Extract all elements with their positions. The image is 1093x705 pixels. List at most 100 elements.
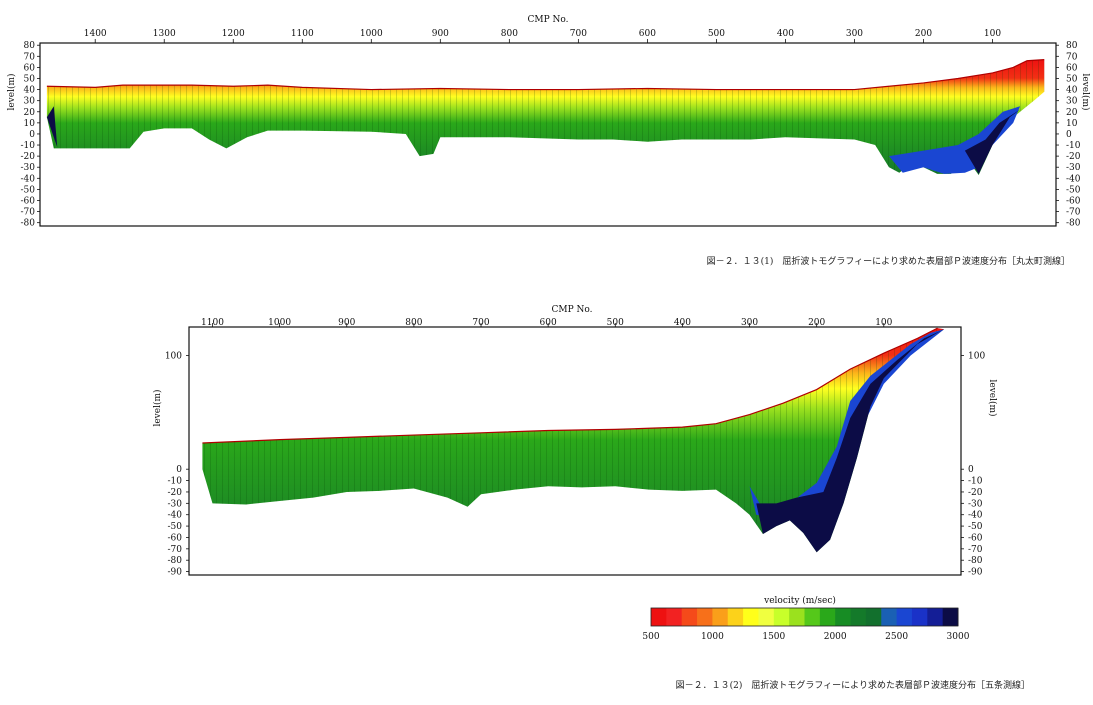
y-tick-label-right: -20: [968, 488, 983, 498]
x-tick-label: 600: [639, 29, 656, 39]
colorbar-title: velocity (m/sec): [763, 595, 836, 606]
y-tick-label-right: -50: [1066, 185, 1081, 195]
y-tick-label-right: -10: [1066, 141, 1081, 151]
panel-2-ylabel-left: level(m): [152, 389, 163, 426]
x-tick-label: 1200: [222, 29, 245, 39]
x-tick-label: 500: [708, 29, 725, 39]
y-tick-label-right: -70: [1066, 208, 1081, 218]
x-tick-label: 500: [607, 318, 624, 328]
colorbar-tick-label: 1000: [701, 632, 724, 642]
colorbar-cell: [850, 608, 867, 626]
x-tick-label: 200: [915, 29, 932, 39]
panel-2-xlabel: CMP No.: [551, 305, 592, 315]
colorbar-cell: [773, 608, 790, 626]
panel-1-x-ticks: 1400 1300 1200 1100 1000 900 800 700 600 500 400 30…: [84, 29, 1001, 43]
velocity-texture: [46, 59, 1045, 175]
high-velocity-zone: [756, 329, 945, 553]
colorbar-tick-label: 2500: [885, 632, 908, 642]
colorbar-cell: [727, 608, 744, 626]
colorbar-cells: [651, 608, 959, 626]
colorbar-cell: [911, 608, 928, 626]
y-tick-label-right: 10: [1066, 119, 1078, 129]
y-tick-label-left: 70: [24, 52, 36, 62]
y-tick-label-left: 10: [24, 119, 36, 129]
y-tick-label-left: -50: [21, 185, 36, 195]
colorbar-ticks: 500 1000 1500 2000 2500 3000: [642, 632, 969, 642]
x-tick-label: 1400: [84, 29, 107, 39]
y-tick-label-left: -60: [21, 196, 36, 206]
x-tick-label: 1100: [201, 318, 224, 328]
panel-2-caption: 図－２．１３(2) 屈折波トモグラフィーにより求めた表層部Ｐ波速度分布［五条測線…: [676, 679, 1030, 691]
panel-1-caption: 図－２．１３(1) 屈折波トモグラフィーにより求めた表層部Ｐ波速度分布［丸太町測…: [707, 255, 1070, 267]
y-tick-label-left: 50: [24, 74, 36, 84]
y-tick-label-left: -80: [168, 556, 183, 566]
y-tick-label-right: 70: [1066, 52, 1078, 62]
x-tick-label: 100: [875, 318, 892, 328]
y-tick-label-left: 40: [24, 86, 36, 96]
y-tick-label-right: 20: [1066, 108, 1078, 118]
colorbar-cell: [804, 608, 821, 626]
y-tick-label-right: 0: [1066, 130, 1072, 140]
colorbar-cell: [681, 608, 698, 626]
ground-surface-line: [202, 327, 938, 444]
panel-2-y-ticks-left: 100 0 -10-20-30 -40-50-60 -70-80 -90: [165, 351, 189, 578]
y-tick-label-right: 30: [1066, 97, 1078, 107]
colorbar-cell: [942, 608, 959, 626]
y-tick-label-left: -40: [168, 511, 183, 521]
colorbar-cell: [697, 608, 713, 626]
high-velocity-zone: [888, 106, 1021, 174]
y-tick-label-left: -70: [21, 208, 36, 218]
y-tick-label-left: 30: [24, 97, 36, 107]
colorbar-cell: [666, 608, 683, 626]
high-velocity-zone: [46, 106, 58, 148]
colorbar-cell: [758, 608, 775, 626]
velocity-texture: [202, 328, 945, 553]
colorbar-cell: [896, 608, 913, 626]
y-tick-label-left: -30: [21, 163, 36, 173]
y-tick-label-left: -60: [168, 533, 183, 543]
colorbar-cell: [651, 608, 667, 626]
y-tick-label-right: -20: [1066, 152, 1081, 162]
y-tick-label-right: -10: [968, 477, 983, 487]
y-tick-label-left: -90: [168, 568, 183, 578]
panel-2-velocity-body: [202, 327, 945, 553]
colorbar-cell: [743, 608, 759, 626]
y-tick-label-right: -80: [1066, 219, 1081, 229]
y-tick-label-right: -80: [968, 556, 983, 566]
colorbar-cell: [927, 608, 944, 626]
panel-2-y-ticks-right: 100 0 -10-20-30 -40-50-60 -70-80 -90: [961, 351, 985, 578]
y-tick-label-left: -10: [21, 141, 36, 151]
colorbar-cell: [835, 608, 852, 626]
x-tick-label: 600: [540, 318, 557, 328]
colorbar-tick-label: 500: [642, 632, 659, 642]
colorbar-tick-label: 3000: [947, 632, 970, 642]
x-tick-label: 400: [777, 29, 794, 39]
high-velocity-zone: [964, 109, 1021, 174]
x-tick-label: 300: [741, 318, 758, 328]
colorbar-cell: [789, 608, 805, 626]
colorbar: velocity (m/sec) 500 1000 1500 2000 2500 3000: [642, 595, 969, 642]
x-tick-label: 1000: [268, 318, 291, 328]
panel-2-ylabel-right: level(m): [987, 379, 998, 416]
x-tick-label: 900: [338, 318, 355, 328]
colorbar-cell: [865, 608, 882, 626]
y-tick-label-left: -50: [168, 522, 183, 532]
x-tick-label: 400: [674, 318, 691, 328]
y-tick-label-right: -30: [968, 499, 983, 509]
y-tick-label-right: -60: [1066, 196, 1081, 206]
x-tick-label: 100: [984, 29, 1001, 39]
panel-1-ylabel-right: level(m): [1080, 73, 1091, 110]
y-tick-label-right: 80: [1066, 41, 1078, 51]
colorbar-frame: [650, 607, 959, 627]
x-tick-label: 300: [846, 29, 863, 39]
y-tick-label-right: -40: [1066, 174, 1081, 184]
panel-1-xlabel: CMP No.: [527, 15, 568, 25]
colorbar-cell: [819, 608, 836, 626]
x-tick-label: 700: [472, 318, 489, 328]
y-tick-label-left: 0: [29, 130, 35, 140]
y-tick-label-left: 20: [24, 108, 36, 118]
panel-1-ylabel-left: level(m): [6, 73, 17, 110]
